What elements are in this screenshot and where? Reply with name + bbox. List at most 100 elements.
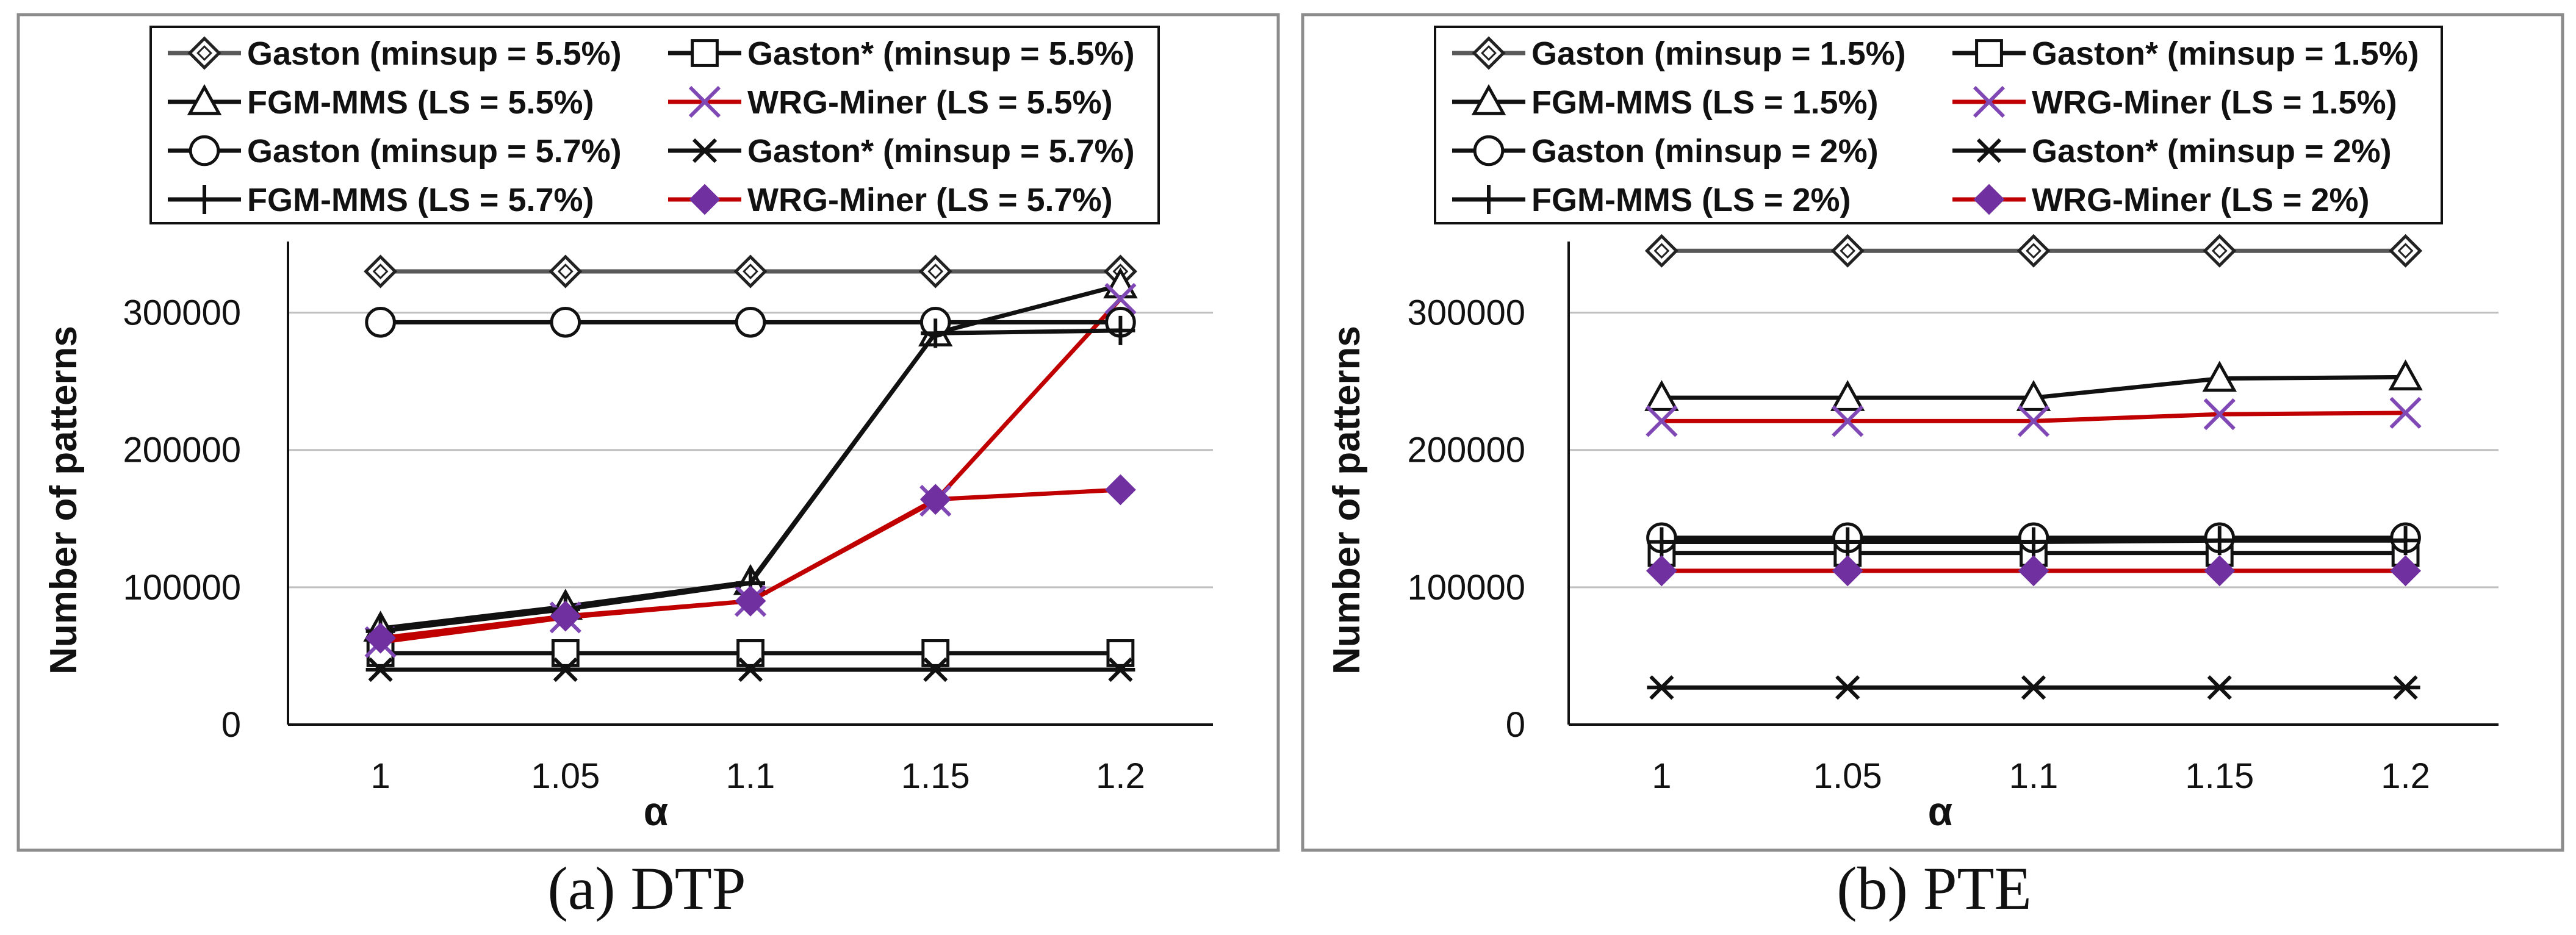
data-point <box>1647 675 1677 700</box>
y-tick-label: 100000 <box>123 568 241 607</box>
y-tick-labels: 0 100000 200000 300000 <box>123 293 241 745</box>
x-tick-label: 1 <box>1652 756 1671 796</box>
gridlines <box>1567 242 2499 726</box>
legend-marker <box>1973 85 2006 118</box>
legend-label: FGM-MMS (LS = 5.5%) <box>247 84 594 121</box>
data-point <box>1106 657 1135 682</box>
legend-marker <box>1973 184 2005 215</box>
x-tick-label: 1.05 <box>531 756 600 796</box>
legend-item: WRG-Miner (LS = 5.7%) <box>668 182 1113 218</box>
data-point <box>365 622 397 654</box>
legend-label: WRG-Miner (LS = 2%) <box>2032 182 2370 218</box>
data-point <box>2017 234 2051 268</box>
data-point <box>733 254 768 288</box>
chart-dtp: 0 100000 200000 300000 1 1.05 1.1 1.15 1.2 Gast… <box>16 13 1280 852</box>
legend-marker <box>187 84 222 115</box>
data-point <box>2204 526 2234 556</box>
series-2 <box>1644 359 2423 411</box>
data-point <box>2019 675 2048 700</box>
data-point <box>550 307 581 338</box>
data-point <box>550 600 581 632</box>
data-point <box>2017 405 2050 437</box>
legend-box <box>1434 26 2443 224</box>
legend-item: Gaston* (minsup = 5.7%) <box>668 133 1135 170</box>
series-group <box>1644 234 2423 700</box>
x-tick-label: 1 <box>370 756 390 796</box>
data-point <box>2018 555 2049 587</box>
legend-label: FGM-MMS (LS = 5.7%) <box>247 182 594 218</box>
data-point <box>1646 405 1678 437</box>
x-tick-labels: 1 1.05 1.1 1.15 1.2 <box>370 756 1145 796</box>
data-point <box>1832 405 1864 437</box>
legend-item: Gaston (minsup = 2%) <box>1452 133 1879 170</box>
series-6 <box>1647 526 2420 557</box>
legend-marker <box>1471 84 1506 115</box>
legend-label: WRG-Miner (LS = 5.7%) <box>747 182 1113 218</box>
data-point <box>550 657 580 682</box>
series-group <box>363 254 1138 682</box>
data-point <box>921 318 951 348</box>
data-point <box>1830 380 1865 411</box>
legend-label: Gaston (minsup = 5.5%) <box>247 35 622 72</box>
x-tick-label: 1.1 <box>726 756 775 796</box>
legend-item: Gaston* (minsup = 1.5%) <box>1952 35 2419 72</box>
legend-label: FGM-MMS (LS = 1.5%) <box>1531 84 1879 121</box>
y-tick-label: 300000 <box>123 293 241 333</box>
y-tick-label: 0 <box>1506 705 1525 745</box>
legend-marker <box>1472 36 1506 70</box>
data-point <box>919 484 951 515</box>
data-point <box>2204 555 2236 587</box>
y-tick-label: 200000 <box>123 431 241 470</box>
data-point <box>1646 555 1677 587</box>
legend: Gaston (minsup = 1.5%) Gaston* (minsup = … <box>1434 26 2443 224</box>
data-point <box>2391 675 2420 700</box>
data-point <box>1830 234 1865 268</box>
x-tick-label: 1.2 <box>2381 756 2430 796</box>
legend-label: Gaston (minsup = 5.7%) <box>247 133 622 170</box>
data-point <box>1104 282 1137 315</box>
x-tick-label: 1.1 <box>2009 756 2059 796</box>
legend-box <box>149 26 1160 224</box>
x-axis-title: α <box>644 789 669 834</box>
legend-marker <box>1474 185 1503 214</box>
legend-item: FGM-MMS (LS = 5.5%) <box>168 84 594 121</box>
data-point <box>2019 527 2048 557</box>
data-point <box>1644 380 1679 411</box>
series-7 <box>365 474 1136 654</box>
y-axis-title: Number of patterns <box>1326 326 1368 675</box>
data-point <box>2016 380 2051 411</box>
legend-label: FGM-MMS (LS = 2%) <box>1531 182 1851 218</box>
series-5 <box>1647 675 2420 700</box>
legend-item: FGM-MMS (LS = 5.7%) <box>168 182 594 218</box>
legend-label: Gaston* (minsup = 5.5%) <box>747 35 1135 72</box>
x-axis-title: α <box>1928 789 1953 834</box>
data-point <box>1833 527 1863 557</box>
data-point <box>365 307 396 338</box>
x-tick-label: 1.05 <box>1813 756 1882 796</box>
legend-item: FGM-MMS (LS = 1.5%) <box>1452 84 1879 121</box>
series-3 <box>1646 396 2422 437</box>
y-tick-label: 300000 <box>1407 293 1525 333</box>
legend-marker <box>190 185 219 214</box>
series-7 <box>1646 555 2422 587</box>
legend-item: Gaston* (minsup = 2%) <box>1952 133 2392 170</box>
legend-label: Gaston* (minsup = 5.7%) <box>747 133 1135 170</box>
x-tick-label: 1.15 <box>901 756 970 796</box>
legend-label: Gaston (minsup = 1.5%) <box>1531 35 1906 72</box>
data-point <box>1644 234 1678 268</box>
data-point <box>2388 359 2423 391</box>
data-point <box>735 585 766 617</box>
caption-b: (b) PTE <box>1837 854 2031 922</box>
legend-label: Gaston (minsup = 2%) <box>1531 133 1879 170</box>
data-point <box>2203 234 2237 268</box>
data-point <box>736 657 765 682</box>
legend: Gaston (minsup = 5.5%) Gaston* (minsup = … <box>149 26 1160 224</box>
data-point <box>365 657 395 682</box>
x-tick-label: 1.2 <box>1096 756 1145 796</box>
legend-item: Gaston (minsup = 1.5%) <box>1452 35 1906 72</box>
legend-label: Gaston* (minsup = 2%) <box>2032 133 2392 170</box>
legend-item: Gaston* (minsup = 5.5%) <box>668 35 1135 72</box>
data-point <box>1832 555 1863 587</box>
legend-marker <box>1473 135 1505 167</box>
